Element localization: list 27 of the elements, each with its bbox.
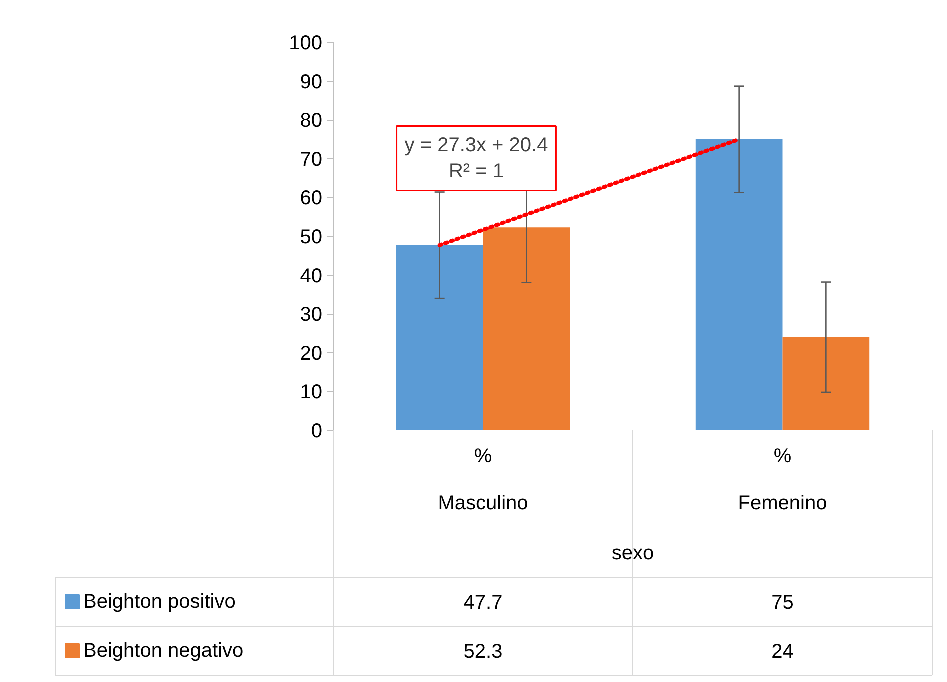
y-tick-label: 30 xyxy=(300,304,323,326)
bar xyxy=(696,140,783,430)
x-axis-title: sexo xyxy=(612,542,654,564)
x-tick-label: Femenino xyxy=(738,492,828,514)
legend-label: Beighton negativo xyxy=(84,640,244,662)
data-label: 75 xyxy=(772,592,794,614)
x-tick-label: Masculino xyxy=(438,492,528,514)
y-tick-label: 70 xyxy=(300,148,323,171)
y-tick-label: 20 xyxy=(300,342,323,365)
text: % xyxy=(474,446,492,468)
y-tick-label: 90 xyxy=(300,71,323,94)
bar xyxy=(782,337,870,430)
bar xyxy=(396,245,484,430)
data-label: 52.3 xyxy=(464,641,503,663)
legend-label: Beighton positivo xyxy=(84,591,236,613)
y-tick-label: 40 xyxy=(300,265,323,288)
y-tick-label: 60 xyxy=(300,188,323,210)
annotation: y = 27.3x + 20.4 R² = 1 xyxy=(404,134,548,183)
bar xyxy=(483,228,570,430)
y-tick-label: 10 xyxy=(300,382,323,404)
y-tick-label: 0 xyxy=(311,420,322,442)
data-label: 24 xyxy=(772,641,794,663)
text: % xyxy=(774,446,792,468)
data-label: 47.7 xyxy=(464,592,503,614)
y-tick-label: 50 xyxy=(300,226,323,248)
y-tick-label: 100 xyxy=(289,32,323,54)
y-tick-label: 80 xyxy=(300,110,323,132)
